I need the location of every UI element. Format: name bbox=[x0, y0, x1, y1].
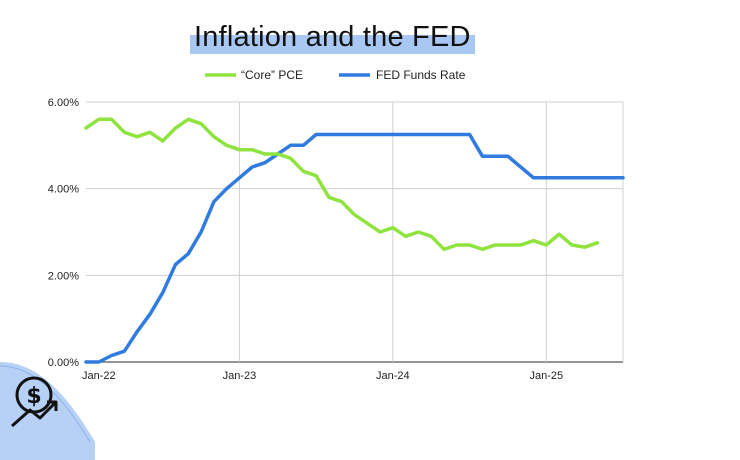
fed-funds-rate-series-line bbox=[84, 132, 625, 364]
title-highlight bbox=[190, 35, 475, 54]
y-tick-label: 4.00% bbox=[48, 184, 79, 196]
legend-label: FED Funds Rate bbox=[376, 68, 466, 82]
y-tick-label: 6.00% bbox=[48, 97, 79, 109]
core-pce-series-line bbox=[84, 117, 600, 252]
svg-text:$: $ bbox=[26, 384, 41, 409]
x-tick-label: Jan-23 bbox=[223, 370, 257, 382]
x-tick-label: Jan-25 bbox=[529, 370, 563, 382]
y-tick-label: 0.00% bbox=[48, 357, 79, 369]
x-tick-label: Jan-22 bbox=[82, 370, 116, 382]
y-tick-label: 2.00% bbox=[48, 270, 79, 282]
chart-title: Inflation and the FED bbox=[190, 20, 475, 54]
dollar-growth-icon: $ bbox=[0, 362, 95, 460]
legend-label: “Core” PCE bbox=[241, 68, 303, 82]
x-tick-label: Jan-24 bbox=[376, 370, 410, 382]
chart-title-text: Inflation and the FED bbox=[194, 20, 471, 53]
